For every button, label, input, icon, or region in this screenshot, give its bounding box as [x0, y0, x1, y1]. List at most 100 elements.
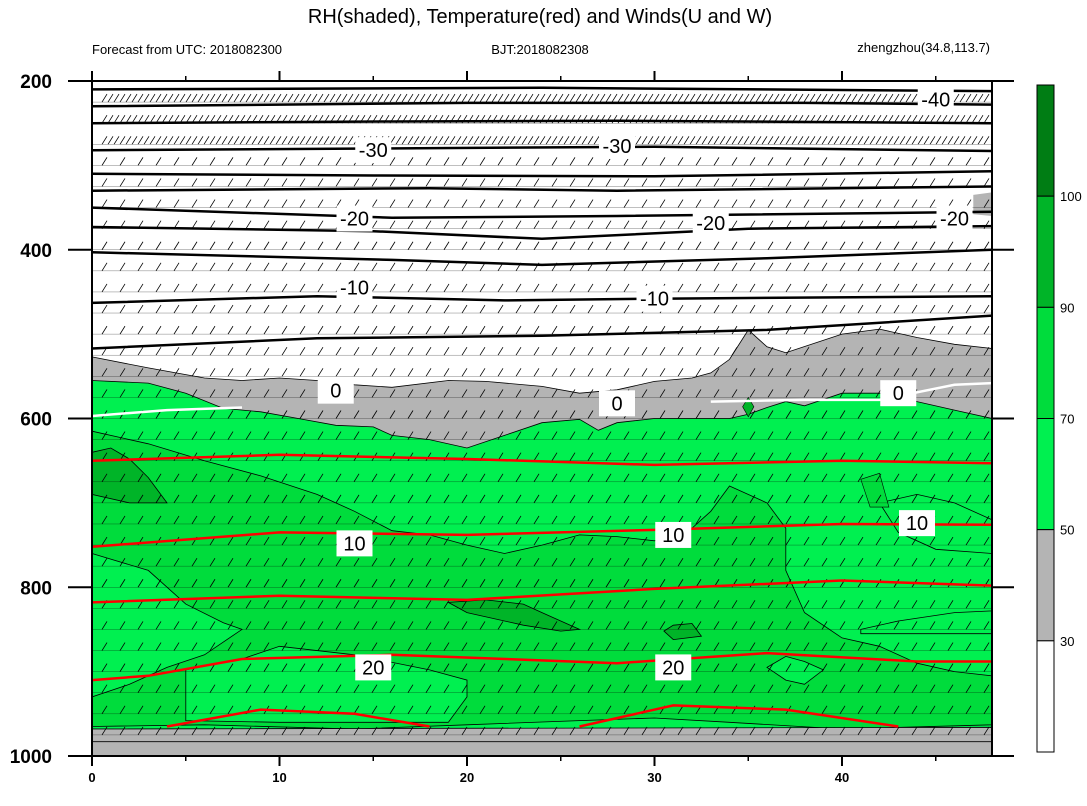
wind-barb-tick — [173, 283, 180, 293]
wind-barb-tick — [353, 515, 360, 525]
wind-barb-tick — [425, 410, 432, 419]
wind-barb-tick — [605, 557, 612, 567]
wind-barb-tick — [443, 304, 450, 314]
wind-barb-tick — [803, 431, 810, 440]
wind-barb-tick — [101, 663, 108, 672]
wind-barb-tick — [209, 157, 216, 166]
wind-barb-tick — [191, 494, 198, 504]
wind-barb-tick — [281, 304, 288, 314]
wind-barb-tick — [365, 93, 372, 103]
wind-barb-tick — [479, 557, 486, 567]
wind-barb-tick — [875, 473, 882, 482]
wind-barb-tick — [191, 178, 198, 187]
wind-barb-tick — [785, 557, 792, 567]
wind-barb-tick — [983, 494, 990, 504]
wind-barb-tick — [425, 600, 432, 609]
wind-barb-tick — [569, 347, 576, 356]
wind-barb-tick — [587, 325, 594, 335]
wind-barb-tick — [923, 136, 930, 145]
wind-barb-tick — [857, 325, 864, 335]
wind-barb-tick — [587, 494, 594, 504]
wind-barb-tick — [839, 389, 846, 398]
wind-barb-tick — [893, 410, 900, 419]
wind-barb-tick — [497, 431, 504, 440]
wind-barb-tick — [335, 515, 342, 525]
wind-barb-tick — [647, 136, 654, 145]
wind-barb-tick — [101, 536, 108, 546]
wind-barb-tick — [173, 93, 180, 103]
wind-barb-tick — [245, 473, 252, 482]
wind-barb-tick — [281, 199, 288, 208]
wind-barb-tick — [263, 93, 270, 103]
wind-barb-tick — [821, 515, 828, 525]
wind-barb-tick — [497, 347, 504, 356]
wind-barb-tick — [839, 557, 846, 567]
wind-barb-tick — [569, 557, 576, 567]
bjt-label: BJT:2018082308 — [491, 42, 589, 57]
wind-barb-tick — [209, 283, 216, 293]
wind-barb-tick — [515, 368, 522, 377]
wind-barb-tick — [119, 579, 126, 588]
wind-barb-tick — [947, 452, 954, 461]
wind-barb-tick — [443, 726, 450, 736]
wind-barb-tick — [389, 368, 396, 377]
temperature-isotherm — [166, 708, 430, 728]
wind-barb-tick — [191, 600, 198, 609]
wind-barb-tick — [965, 389, 972, 398]
wind-barb-tick — [443, 410, 450, 419]
wind-barb-tick — [245, 726, 252, 736]
wind-barb-tick — [731, 241, 738, 250]
wind-barb-tick — [551, 199, 558, 208]
wind-barb-tick — [839, 262, 846, 272]
wind-barb-tick — [713, 494, 720, 504]
wind-barb-tick — [245, 136, 252, 145]
wind-barb-tick — [749, 663, 756, 672]
wind-barb-tick — [929, 473, 936, 482]
wind-barb-tick — [641, 579, 648, 588]
wind-barb-tick — [335, 178, 342, 187]
wind-barb-tick — [281, 347, 288, 356]
wind-barb-tick — [371, 220, 378, 229]
wind-barb-tick — [569, 178, 576, 187]
wind-barb-tick — [197, 136, 204, 145]
wind-barb-tick — [947, 410, 954, 419]
wind-barb-tick — [335, 642, 342, 651]
wind-barb-tick — [803, 93, 810, 103]
wind-barb-tick — [569, 199, 576, 208]
wind-barb-tick — [407, 241, 414, 250]
wind-barb-tick — [569, 621, 576, 630]
wind-barb-tick — [191, 642, 198, 651]
wind-barb-tick — [155, 600, 162, 609]
wind-barb-tick — [857, 304, 864, 314]
wind-barb-tick — [875, 262, 882, 272]
wind-barb-tick — [371, 642, 378, 651]
wind-barb-tick — [335, 325, 342, 335]
wind-barb-tick — [317, 663, 324, 672]
wind-barb-tick — [407, 621, 414, 630]
wind-barb-tick — [119, 389, 126, 398]
wind-barb-tick — [209, 557, 216, 567]
wind-barb-tick — [587, 178, 594, 187]
wind-barb-tick — [605, 515, 612, 525]
wind-barb-tick — [839, 452, 846, 461]
wind-barb-tick — [659, 347, 666, 356]
wind-barb-tick — [677, 557, 684, 567]
wind-barb-tick — [965, 452, 972, 461]
wind-barb-tick — [299, 304, 306, 314]
wind-barb-tick — [101, 621, 108, 630]
wind-barb-tick — [893, 304, 900, 314]
wind-barb-tick — [263, 136, 270, 145]
wind-barb-tick — [101, 241, 108, 250]
wind-barb-tick — [245, 621, 252, 630]
wind-barb-tick — [983, 241, 990, 250]
wind-barb-tick — [893, 431, 900, 440]
wind-barb-tick — [701, 136, 708, 145]
wind-barb-tick — [569, 663, 576, 672]
wind-barb-tick — [713, 199, 720, 208]
wind-barb-tick — [749, 536, 756, 546]
wind-barb-tick — [443, 536, 450, 546]
wind-barb-tick — [947, 431, 954, 440]
wind-barb-tick — [497, 157, 504, 166]
wind-barb-tick — [137, 515, 144, 525]
